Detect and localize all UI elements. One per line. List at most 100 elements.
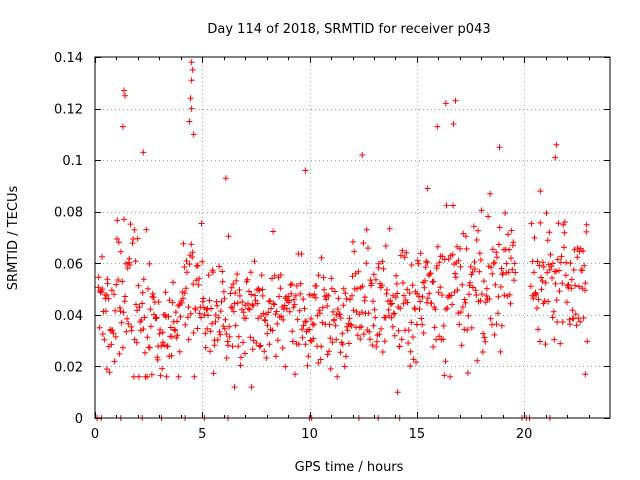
data-point bbox=[471, 266, 478, 272]
data-point bbox=[128, 327, 135, 334]
data-point bbox=[430, 343, 437, 350]
data-point bbox=[190, 281, 197, 288]
data-point bbox=[511, 260, 518, 267]
data-point bbox=[550, 260, 556, 267]
data-point bbox=[315, 359, 322, 366]
data-point bbox=[366, 328, 373, 335]
data-point bbox=[442, 306, 449, 313]
data-point bbox=[153, 314, 160, 321]
data-point bbox=[385, 306, 392, 313]
data-point bbox=[230, 281, 237, 287]
data-point bbox=[189, 66, 196, 73]
data-point bbox=[549, 275, 555, 281]
data-point bbox=[310, 321, 317, 328]
data-point bbox=[121, 216, 127, 223]
data-point bbox=[132, 258, 139, 265]
data-point bbox=[539, 278, 546, 284]
data-point bbox=[393, 280, 400, 287]
data-point bbox=[246, 306, 253, 313]
data-point bbox=[250, 302, 257, 309]
data-point bbox=[382, 314, 389, 321]
data-point bbox=[535, 296, 542, 303]
data-point bbox=[554, 256, 561, 263]
data-point bbox=[259, 292, 266, 299]
data-point bbox=[168, 352, 175, 359]
data-point bbox=[409, 334, 416, 340]
data-point bbox=[202, 344, 209, 351]
data-point bbox=[434, 123, 441, 130]
data-point bbox=[551, 336, 558, 343]
data-point bbox=[300, 296, 307, 303]
data-point bbox=[572, 311, 579, 318]
data-point bbox=[288, 290, 295, 297]
data-point bbox=[339, 341, 346, 348]
data-point bbox=[367, 336, 373, 343]
data-point bbox=[249, 301, 256, 308]
data-point bbox=[420, 330, 427, 336]
data-point bbox=[196, 310, 203, 317]
data-point bbox=[468, 271, 475, 278]
data-point bbox=[240, 309, 247, 316]
data-point bbox=[251, 258, 258, 265]
data-point bbox=[108, 287, 115, 294]
data-point bbox=[393, 272, 400, 279]
data-point bbox=[489, 270, 496, 277]
data-point bbox=[535, 326, 541, 333]
data-point bbox=[122, 92, 128, 99]
data-point bbox=[491, 331, 498, 338]
data-point bbox=[289, 338, 296, 345]
data-point bbox=[271, 272, 278, 279]
x-tick-label: 10 bbox=[301, 427, 318, 442]
data-point bbox=[441, 372, 448, 379]
data-point bbox=[448, 292, 455, 299]
data-point bbox=[507, 300, 514, 307]
data-point bbox=[240, 339, 246, 346]
y-axis-label: SRMTID / TECUs bbox=[6, 186, 21, 291]
data-point bbox=[136, 373, 142, 380]
data-point bbox=[369, 342, 376, 349]
data-point bbox=[188, 77, 195, 84]
data-point bbox=[296, 307, 303, 314]
data-point bbox=[452, 274, 459, 281]
data-point bbox=[175, 302, 182, 309]
data-point bbox=[164, 343, 171, 350]
data-point bbox=[389, 300, 395, 307]
data-point bbox=[214, 336, 221, 343]
data-point bbox=[538, 274, 544, 281]
data-point bbox=[300, 322, 307, 329]
data-point bbox=[185, 304, 192, 311]
data-point bbox=[462, 299, 469, 306]
data-point bbox=[112, 307, 119, 314]
data-point bbox=[476, 268, 483, 275]
data-point bbox=[120, 309, 127, 316]
data-point bbox=[494, 310, 501, 317]
data-point bbox=[452, 270, 459, 277]
data-point bbox=[323, 296, 330, 303]
data-point bbox=[268, 305, 274, 312]
data-point bbox=[146, 260, 153, 267]
data-point bbox=[146, 344, 153, 351]
data-point bbox=[483, 285, 490, 292]
data-point bbox=[175, 373, 182, 380]
data-point bbox=[423, 258, 430, 265]
data-point bbox=[112, 333, 119, 340]
data-point bbox=[193, 263, 200, 270]
data-point bbox=[433, 336, 440, 343]
data-point bbox=[235, 333, 242, 340]
data-point bbox=[194, 262, 201, 269]
data-point bbox=[183, 258, 190, 264]
data-point bbox=[455, 310, 462, 317]
y-tick-labels: 0 0.02 0.04 0.06 0.08 0.1 0.12 0.14 bbox=[54, 51, 83, 427]
data-point bbox=[345, 340, 352, 347]
data-point bbox=[436, 333, 443, 340]
data-point bbox=[115, 239, 122, 246]
data-point bbox=[457, 245, 464, 252]
data-point bbox=[176, 348, 183, 355]
data-point bbox=[394, 290, 401, 297]
data-point bbox=[136, 304, 143, 311]
data-point bbox=[261, 348, 268, 355]
data-point bbox=[320, 274, 327, 281]
data-point bbox=[318, 343, 325, 350]
x-axis-label: GPS time / hours bbox=[295, 460, 404, 475]
